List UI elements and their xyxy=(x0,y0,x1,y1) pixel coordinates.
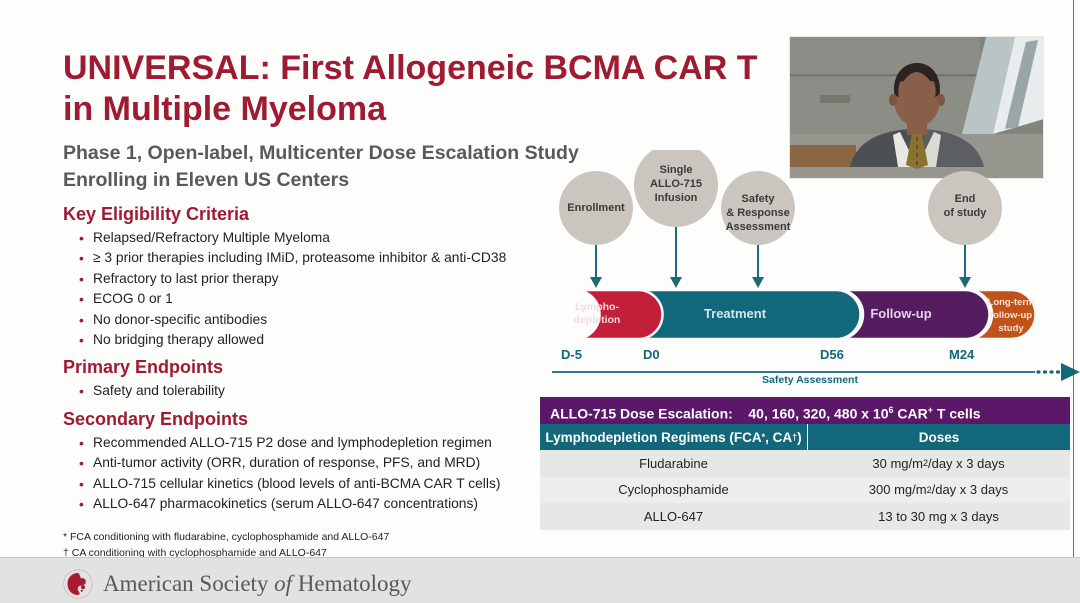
svg-text:Treatment: Treatment xyxy=(704,306,767,321)
svg-text:depletion: depletion xyxy=(574,314,621,326)
svg-text:Assessment: Assessment xyxy=(726,221,791,233)
svg-text:Long-term: Long-term xyxy=(988,297,1035,308)
svg-text:Follow-up: Follow-up xyxy=(870,306,931,321)
svg-text:Lympho-: Lympho- xyxy=(575,301,619,313)
svg-text:Single: Single xyxy=(659,164,692,176)
svg-text:& Response: & Response xyxy=(726,207,790,219)
svg-text:D-5: D-5 xyxy=(561,347,582,362)
svg-text:Safety Assessment: Safety Assessment xyxy=(762,374,858,386)
svg-text:follow-up: follow-up xyxy=(990,310,1032,321)
svg-text:Enrollment: Enrollment xyxy=(567,202,625,214)
svg-text:ALLO-715: ALLO-715 xyxy=(650,178,702,190)
svg-text:Safety: Safety xyxy=(741,193,775,205)
svg-text:D0: D0 xyxy=(643,347,660,362)
svg-text:M24: M24 xyxy=(949,347,975,362)
svg-text:Infusion: Infusion xyxy=(655,192,698,204)
svg-text:study: study xyxy=(998,323,1024,334)
svg-text:of study: of study xyxy=(944,207,988,219)
svg-text:End: End xyxy=(955,193,976,205)
svg-text:D56: D56 xyxy=(820,347,844,362)
